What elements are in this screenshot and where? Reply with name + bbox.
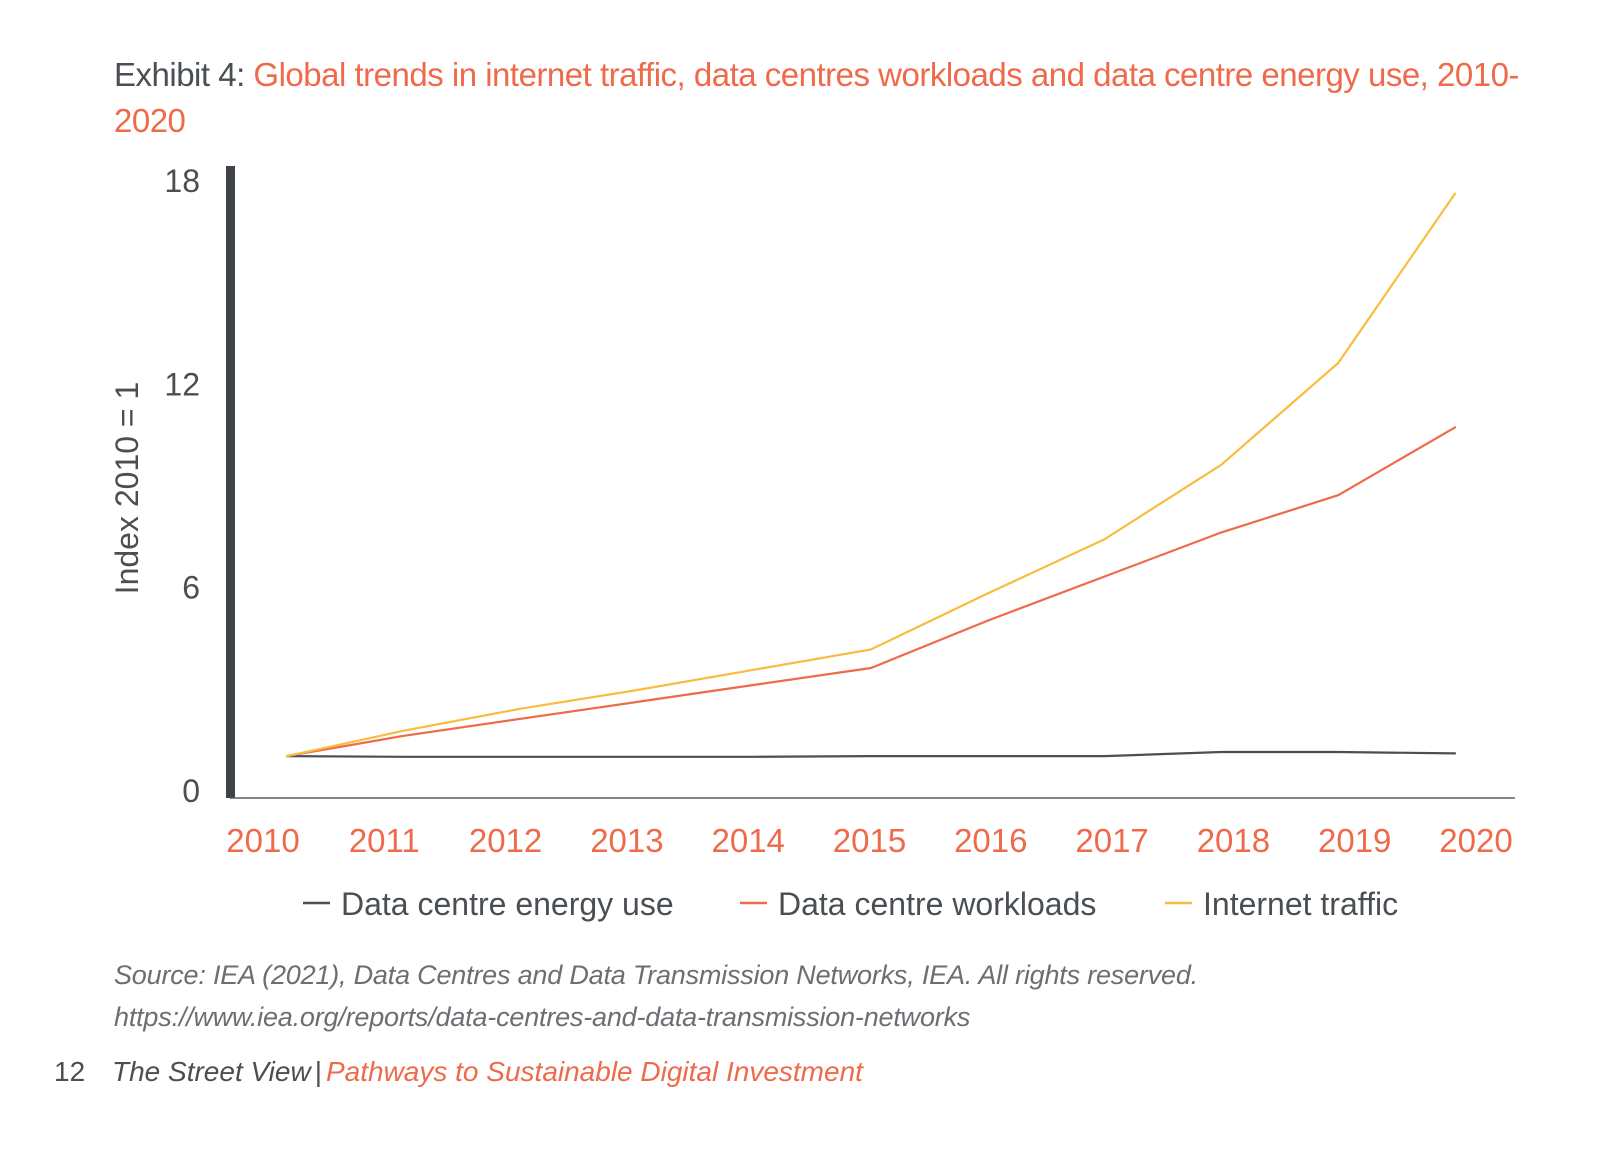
y-axis-title: Index 2010 = 1 — [109, 382, 145, 595]
y-tick-label: 12 — [164, 366, 200, 402]
source-note: Source: IEA (2021), Data Centres and Dat… — [114, 954, 1554, 1038]
series-line-internet-traffic — [285, 192, 1457, 758]
chart-title: Exhibit 4: Global trends in internet tra… — [114, 52, 1534, 144]
x-tick-label: 2016 — [954, 822, 1027, 859]
y-tick-label: 18 — [164, 163, 200, 199]
series-line-data-centre-workloads — [285, 426, 1457, 758]
y-tick-label: 0 — [182, 773, 200, 809]
source-line-1: Source: IEA (2021), Data Centres and Dat… — [114, 960, 1198, 990]
legend-label: Data centre energy use — [341, 886, 674, 922]
x-tick-label: 2019 — [1318, 822, 1391, 859]
x-tick-label: 2010 — [226, 822, 299, 859]
chart-title-main: Global trends in internet traffic, data … — [114, 56, 1519, 139]
x-tick-label: 2012 — [469, 822, 542, 859]
publication-series-title: Pathways to Sustainable Digital Investme… — [325, 1056, 863, 1087]
x-tick-label: 2020 — [1439, 822, 1512, 859]
legend-label: Internet traffic — [1203, 886, 1398, 922]
page-footer: 12 The Street View | Pathways to Sustainabl… — [54, 1052, 863, 1092]
legend-label: Data centre workloads — [778, 886, 1096, 922]
chart-title-prefix: Exhibit 4: — [114, 56, 254, 93]
source-url: https://www.iea.org/reports/data-centres… — [114, 1002, 971, 1032]
line-chart: 0 6 12 18 Index 2010 = 1 2010 2011 2012 2013 2014… — [109, 163, 1515, 922]
x-tick-label: 2014 — [711, 822, 784, 859]
page-number: 12 — [54, 1056, 86, 1087]
y-tick-label: 6 — [182, 570, 200, 606]
series-line-data-centre-energy-use — [285, 750, 1457, 758]
x-tick-label: 2015 — [833, 822, 906, 859]
x-tick-label: 2011 — [349, 822, 420, 859]
x-tick-label: 2017 — [1075, 822, 1148, 859]
x-tick-label: 2013 — [590, 822, 663, 859]
publication-name: The Street View — [112, 1056, 311, 1087]
y-axis-line — [226, 166, 235, 798]
x-tick-label: 2018 — [1197, 822, 1270, 859]
footer-separator: | — [314, 1056, 322, 1087]
